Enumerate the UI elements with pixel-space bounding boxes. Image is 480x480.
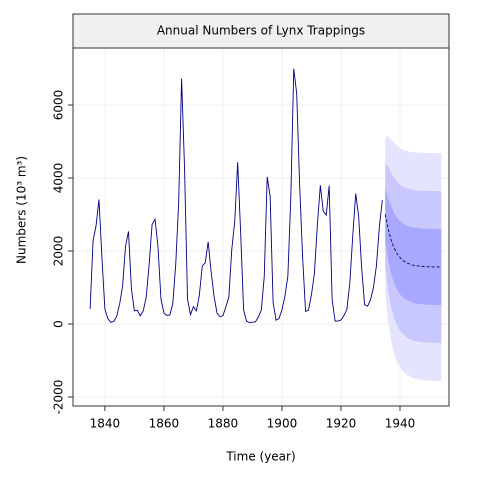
x-tick-label: 1920 [326,417,357,431]
y-tick-label: 0 [52,320,66,328]
y-tick-label: -2000 [52,380,66,415]
data-line [89,68,383,324]
chart-title: Annual Numbers of Lynx Trappings [157,24,365,38]
y-tick-label: 4000 [52,163,66,194]
x-tick-label: 1840 [90,417,121,431]
prediction-band [385,188,442,306]
x-axis-label: Time (year) [225,450,295,464]
x-tick-label: 1880 [208,417,239,431]
y-axis-label: Numbers (10³ m³) [15,156,29,264]
x-tick-label: 1940 [385,417,416,431]
plot-frame [72,47,450,407]
forecast-line [384,214,442,268]
x-tick-label: 1900 [267,417,298,431]
title-strip [72,13,450,49]
y-tick-label: 6000 [52,90,66,121]
y-tick-label: 2000 [52,236,66,267]
x-tick-label: 1860 [149,417,180,431]
